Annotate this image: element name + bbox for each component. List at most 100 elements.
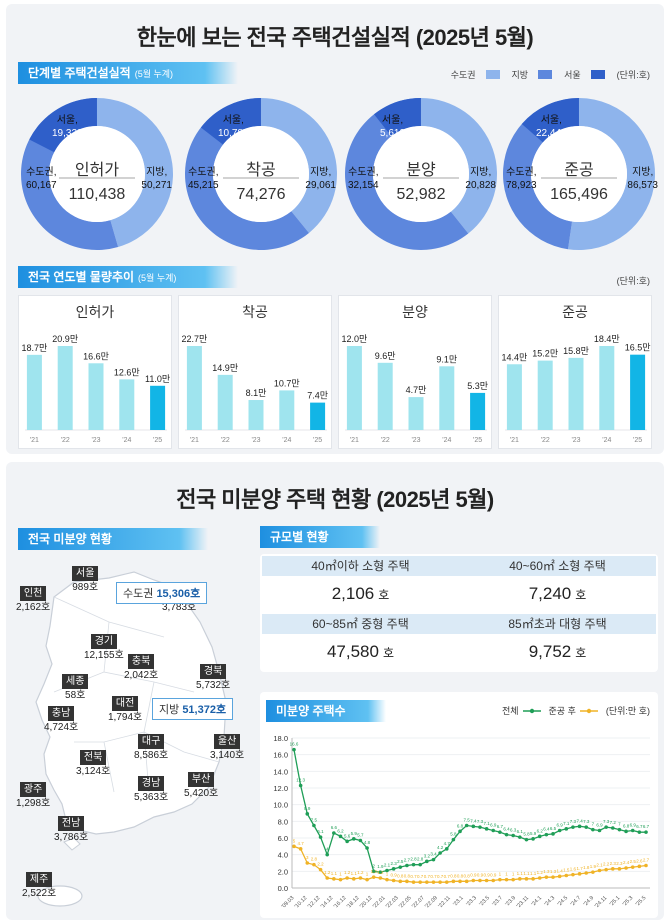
series-point bbox=[431, 857, 436, 862]
point-label: 2.4 bbox=[623, 860, 630, 865]
x-tick-label: '12.12 bbox=[307, 895, 322, 910]
point-label: 6.7 bbox=[636, 824, 643, 829]
x-tick-label: '09.03 bbox=[281, 895, 296, 910]
local-value: 50,271 bbox=[141, 180, 172, 191]
series-point bbox=[292, 844, 296, 849]
point-label: 3.4 bbox=[430, 852, 437, 857]
bar-data-label: 12.6만 bbox=[114, 367, 140, 377]
region-gyeongnam: 경남 5,363호 bbox=[134, 776, 169, 803]
bar bbox=[279, 390, 295, 430]
point-label: 2.3 bbox=[616, 861, 623, 866]
point-label: 5 bbox=[293, 838, 296, 843]
point-label: 0.8 bbox=[450, 873, 457, 878]
bar-card-start: 착공 22.7만 '21 14.9만 '22 8.1만 '23 10.7만 '24 7.4만 '2… bbox=[178, 295, 332, 449]
series-point bbox=[564, 873, 569, 878]
point-label: 7.1 bbox=[483, 821, 490, 826]
point-label: 2.5 bbox=[630, 859, 637, 864]
point-label: 1 bbox=[505, 872, 508, 877]
series-point bbox=[332, 877, 336, 881]
point-label: 1.2 bbox=[324, 870, 331, 875]
point-label: 2.6 bbox=[636, 858, 643, 863]
bar bbox=[150, 385, 166, 430]
bar bbox=[217, 374, 233, 430]
series-point bbox=[458, 879, 462, 884]
page-title: 한눈에 보는 전국 주택건설실적 (2025년 5월) bbox=[136, 25, 534, 50]
series-point bbox=[630, 828, 635, 833]
point-label: 1 bbox=[386, 872, 389, 877]
point-label: 2.2 bbox=[603, 862, 610, 867]
bar bbox=[346, 346, 362, 430]
series-point bbox=[518, 877, 522, 881]
series-point bbox=[478, 825, 482, 829]
x-tick-label: '22.03 bbox=[385, 895, 400, 910]
donut-hole bbox=[373, 126, 469, 222]
point-label: 2.2 bbox=[317, 862, 324, 867]
point-label: 6.4 bbox=[503, 827, 510, 832]
series-point bbox=[557, 828, 562, 833]
total-legend-mark bbox=[522, 708, 541, 713]
point-label: 0.9 bbox=[390, 873, 397, 878]
metro-value: 32,154 bbox=[348, 180, 379, 191]
metro-label: 수도권, bbox=[348, 167, 379, 178]
x-tick-label: '18.12 bbox=[346, 895, 361, 910]
bar bbox=[568, 357, 584, 430]
metro-label: 수도권, bbox=[188, 167, 219, 178]
series-point bbox=[458, 829, 462, 834]
y-tick-label: 2.0 bbox=[278, 867, 288, 876]
point-label: 0.9 bbox=[490, 873, 497, 878]
point-label: 1.6 bbox=[570, 867, 577, 872]
point-label: 4 bbox=[326, 847, 329, 852]
bar-tick-label: '25 bbox=[473, 437, 482, 444]
series-point bbox=[438, 880, 442, 884]
point-label: 2.1 bbox=[384, 863, 391, 868]
series-point bbox=[484, 827, 489, 831]
donut-slice-metro bbox=[344, 98, 469, 251]
bar-chart-title: 인허가 bbox=[75, 304, 115, 320]
series-point bbox=[345, 839, 349, 844]
x-tick-label: '25.3 bbox=[622, 895, 635, 908]
region-gyeongbuk: 경북 5,732호 bbox=[196, 664, 231, 691]
point-label: 1.3 bbox=[550, 869, 557, 874]
bar bbox=[408, 397, 424, 430]
point-label: 6.8 bbox=[457, 823, 464, 828]
donut-total: 110,438 bbox=[68, 186, 126, 203]
donut-slice-local bbox=[568, 98, 655, 250]
series-point bbox=[318, 835, 323, 839]
bar-tick-label: '22 bbox=[541, 437, 550, 444]
x-tick-label: '22.01 bbox=[372, 895, 387, 910]
region-ulsan: 울산 3,140호 bbox=[210, 734, 245, 761]
local-label: 지방, bbox=[632, 167, 654, 178]
series-point bbox=[358, 838, 363, 843]
bar-tick-label: '23 bbox=[251, 437, 260, 444]
point-label: 6.2 bbox=[337, 828, 344, 833]
series-line bbox=[293, 749, 646, 873]
bar-data-label: 15.8만 bbox=[563, 346, 589, 356]
series-point bbox=[358, 876, 363, 880]
bar-data-label: 7.4만 bbox=[307, 391, 328, 401]
donut-complete: 서울, 22,440 수도권, 78,923 지방, 86,573 준공 165,49… bbox=[500, 92, 658, 256]
bar-data-label: 9.1만 bbox=[436, 354, 457, 364]
unsold-title: 전국 미분양 주택 현황 (2025년 5월) bbox=[176, 487, 494, 512]
point-label: 7.3 bbox=[570, 819, 577, 824]
point-label: 0.7 bbox=[444, 874, 451, 879]
point-label: 1.7 bbox=[576, 866, 583, 871]
y-tick-label: 4.0 bbox=[278, 851, 288, 860]
point-label: 2.7 bbox=[404, 858, 411, 863]
series-point bbox=[405, 879, 409, 884]
point-label: 7 bbox=[592, 822, 595, 827]
point-label: 2.8 bbox=[311, 857, 318, 862]
region-daejeon: 대전 1,794호 bbox=[108, 696, 143, 723]
point-label: 6.9 bbox=[557, 823, 564, 828]
point-label: 4.2 bbox=[437, 845, 444, 850]
series-point bbox=[365, 846, 369, 850]
series-point bbox=[630, 865, 635, 869]
x-tick-label: '14.12 bbox=[320, 895, 335, 910]
series-point bbox=[537, 876, 542, 880]
point-label: 6.1 bbox=[317, 829, 324, 834]
donut-title: 분양 bbox=[406, 162, 436, 179]
y-tick-label: 6.0 bbox=[278, 834, 288, 843]
region-chungbuk: 충북 2,042호 bbox=[124, 654, 159, 681]
point-label: 1 bbox=[366, 872, 369, 877]
seoul-value: 10,787 bbox=[218, 128, 249, 139]
series-point bbox=[591, 827, 595, 832]
